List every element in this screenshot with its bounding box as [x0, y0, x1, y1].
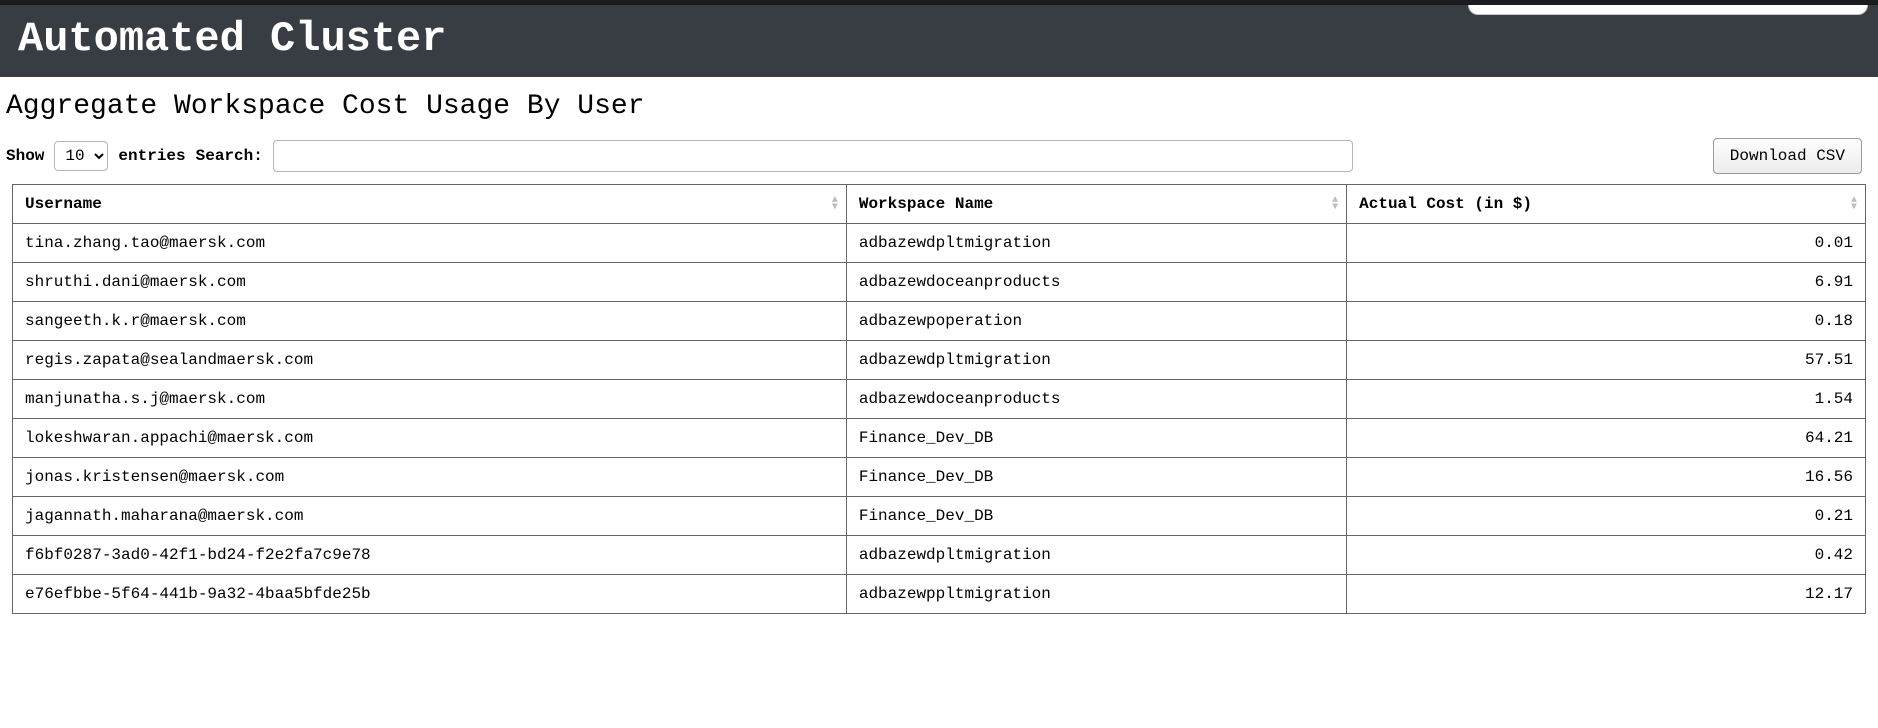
table-row: jonas.kristensen@maersk.comFinance_Dev_D…: [13, 458, 1866, 497]
col-header-label: Username: [25, 195, 102, 213]
search-input[interactable]: [273, 140, 1353, 172]
table-row: lokeshwaran.appachi@maersk.comFinance_De…: [13, 419, 1866, 458]
table-row: f6bf0287-3ad0-42f1-bd24-f2e2fa7c9e78adba…: [13, 536, 1866, 575]
table-row: manjunatha.s.j@maersk.comadbazewdoceanpr…: [13, 380, 1866, 419]
header-notch: [1468, 5, 1868, 15]
cost-table: Username ▲▼ Workspace Name ▲▼ Actual Cos…: [12, 184, 1866, 614]
cell-cost: 6.91: [1347, 263, 1866, 302]
cell-cost: 12.17: [1347, 575, 1866, 614]
sort-icon: ▲▼: [832, 197, 838, 211]
table-row: regis.zapata@sealandmaersk.comadbazewdpl…: [13, 341, 1866, 380]
cell-username: manjunatha.s.j@maersk.com: [13, 380, 847, 419]
cell-workspace: Finance_Dev_DB: [846, 497, 1346, 536]
entries-select[interactable]: 10: [54, 141, 108, 171]
table-head: Username ▲▼ Workspace Name ▲▼ Actual Cos…: [13, 185, 1866, 224]
cell-workspace: adbazewppltmigration: [846, 575, 1346, 614]
main-content: Aggregate Workspace Cost Usage By User S…: [0, 77, 1878, 614]
entries-label: entries: [118, 147, 185, 165]
table-row: sangeeth.k.r@maersk.comadbazewpoperation…: [13, 302, 1866, 341]
cell-username: jagannath.maharana@maersk.com: [13, 497, 847, 536]
cell-username: tina.zhang.tao@maersk.com: [13, 224, 847, 263]
table-row: tina.zhang.tao@maersk.comadbazewdpltmigr…: [13, 224, 1866, 263]
col-header-label: Actual Cost (in $): [1359, 195, 1532, 213]
col-header-workspace[interactable]: Workspace Name ▲▼: [846, 185, 1346, 224]
table-header-row: Username ▲▼ Workspace Name ▲▼ Actual Cos…: [13, 185, 1866, 224]
cell-username: shruthi.dani@maersk.com: [13, 263, 847, 302]
cell-cost: 1.54: [1347, 380, 1866, 419]
cell-username: regis.zapata@sealandmaersk.com: [13, 341, 847, 380]
cell-username: lokeshwaran.appachi@maersk.com: [13, 419, 847, 458]
cell-workspace: Finance_Dev_DB: [846, 419, 1346, 458]
cell-username: jonas.kristensen@maersk.com: [13, 458, 847, 497]
cell-username: e76efbbe-5f64-441b-9a32-4baa5bfde25b: [13, 575, 847, 614]
table-row: shruthi.dani@maersk.comadbazewdoceanprod…: [13, 263, 1866, 302]
sort-icon: ▲▼: [1332, 197, 1338, 211]
cell-cost: 57.51: [1347, 341, 1866, 380]
sort-icon: ▲▼: [1851, 197, 1857, 211]
show-label: Show: [6, 147, 44, 165]
cell-cost: 0.01: [1347, 224, 1866, 263]
cell-cost: 0.18: [1347, 302, 1866, 341]
table-body: tina.zhang.tao@maersk.comadbazewdpltmigr…: [13, 224, 1866, 614]
col-header-username[interactable]: Username ▲▼: [13, 185, 847, 224]
table-row: jagannath.maharana@maersk.comFinance_Dev…: [13, 497, 1866, 536]
cell-cost: 0.21: [1347, 497, 1866, 536]
table-controls: Show 10 entries Search: Download CSV: [6, 138, 1872, 174]
search-label: Search:: [196, 147, 263, 165]
col-header-cost[interactable]: Actual Cost (in $) ▲▼: [1347, 185, 1866, 224]
cell-workspace: adbazewpoperation: [846, 302, 1346, 341]
page-title: Aggregate Workspace Cost Usage By User: [6, 91, 1872, 122]
cell-workspace: adbazewdpltmigration: [846, 224, 1346, 263]
app-header: Automated Cluster: [0, 0, 1878, 77]
cell-username: sangeeth.k.r@maersk.com: [13, 302, 847, 341]
cell-cost: 0.42: [1347, 536, 1866, 575]
cell-workspace: Finance_Dev_DB: [846, 458, 1346, 497]
cell-cost: 64.21: [1347, 419, 1866, 458]
cell-username: f6bf0287-3ad0-42f1-bd24-f2e2fa7c9e78: [13, 536, 847, 575]
cell-cost: 16.56: [1347, 458, 1866, 497]
cell-workspace: adbazewdoceanproducts: [846, 380, 1346, 419]
download-csv-button[interactable]: Download CSV: [1713, 138, 1862, 174]
table-row: e76efbbe-5f64-441b-9a32-4baa5bfde25badba…: [13, 575, 1866, 614]
col-header-label: Workspace Name: [859, 195, 993, 213]
app-title: Automated Cluster: [18, 15, 1860, 63]
cell-workspace: adbazewdpltmigration: [846, 536, 1346, 575]
cell-workspace: adbazewdoceanproducts: [846, 263, 1346, 302]
cell-workspace: adbazewdpltmigration: [846, 341, 1346, 380]
